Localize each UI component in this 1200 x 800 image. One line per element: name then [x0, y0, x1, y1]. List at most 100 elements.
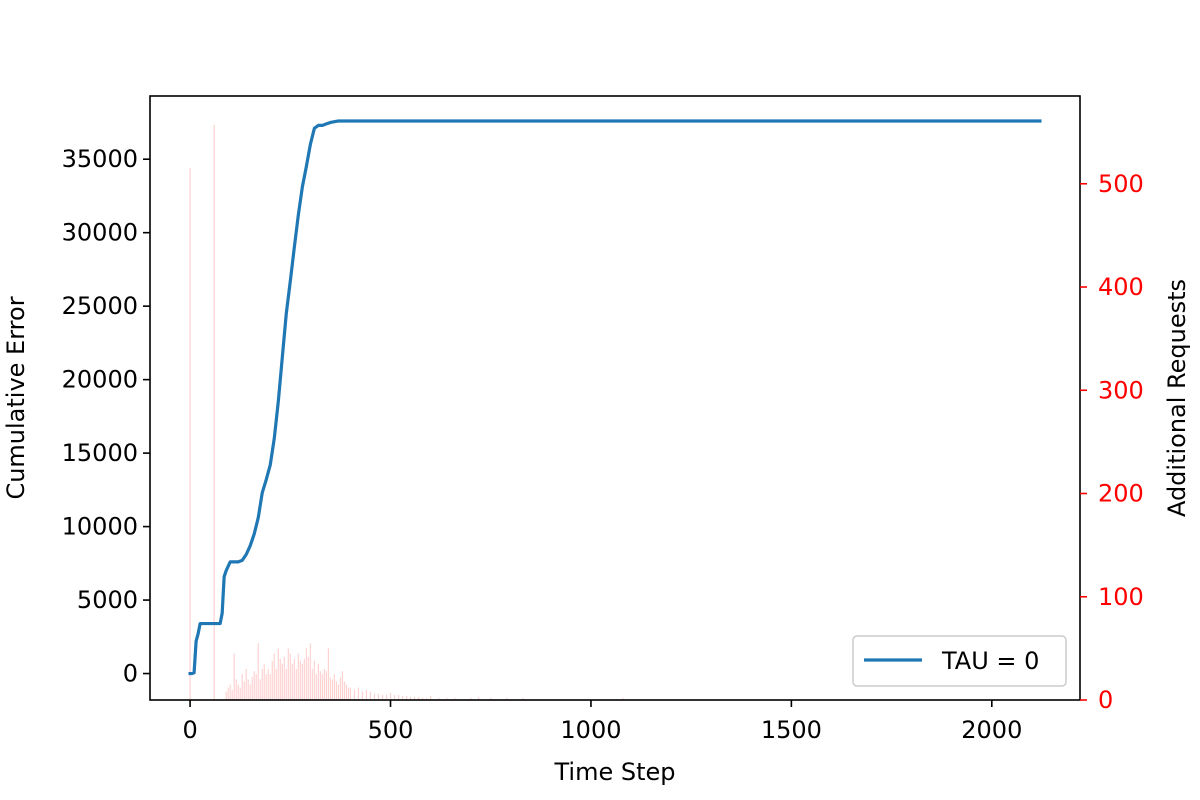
- bar-mark: [333, 674, 335, 700]
- y-tick-label: 15000: [62, 439, 138, 467]
- bar-mark: [229, 684, 231, 700]
- bar-mark: [345, 684, 348, 700]
- bar-mark: [335, 681, 338, 700]
- bar-mark: [293, 658, 295, 700]
- bar-mark: [259, 679, 261, 700]
- bar-mark: [353, 689, 356, 700]
- bar-mark: [237, 684, 239, 700]
- bar-mark: [389, 692, 392, 700]
- bar-mark: [243, 681, 245, 700]
- x-tick-label: 2000: [961, 716, 1022, 744]
- bar-mark: [299, 660, 301, 700]
- bar-mark: [251, 677, 253, 700]
- bar-mark: [323, 669, 325, 700]
- bar-mark: [349, 687, 352, 700]
- bar-mark: [267, 669, 269, 700]
- bar-mark: [307, 656, 309, 700]
- bar-mark: [327, 648, 329, 700]
- legend-label: TAU = 0: [941, 647, 1039, 675]
- bar-mark: [261, 669, 263, 700]
- bottom-axis: 0 500 1000 1500 2000: [182, 700, 1022, 744]
- bar-mark: [409, 696, 412, 700]
- x-tick-label: 0: [182, 716, 197, 744]
- bar-mark: [319, 671, 321, 700]
- bar-mark: [277, 648, 279, 700]
- right-axis: 0 100 200 300 400 500: [1080, 170, 1144, 714]
- y-tick-label: 0: [123, 660, 138, 688]
- x-axis-title: Time Step: [553, 758, 675, 786]
- y2-tick-label: 500: [1098, 170, 1144, 198]
- bar-mark: [275, 669, 277, 700]
- bar-mark: [301, 663, 303, 700]
- bar-mark: [315, 674, 317, 700]
- bar-mark: [287, 648, 289, 700]
- bar-mark: [279, 658, 281, 700]
- y2-tick-label: 100: [1098, 583, 1144, 611]
- bar-mark: [225, 691, 227, 700]
- bar-mark: [305, 648, 307, 700]
- bar-mark: [329, 677, 331, 700]
- bar-mark: [622, 697, 624, 700]
- y2-tick-label: 0: [1098, 686, 1113, 714]
- bar-mark: [385, 694, 388, 700]
- bar-mark: [311, 669, 313, 700]
- bars-layer: [189, 124, 624, 700]
- left-axis: 0 5000 10000 15000 20000 25000 30000 35000: [62, 145, 150, 688]
- bar-mark: [339, 677, 342, 700]
- legend: TAU = 0: [852, 635, 1067, 687]
- bar-mark: [425, 697, 428, 700]
- bar-mark: [249, 684, 251, 700]
- bar-mark: [337, 684, 340, 700]
- bar-mark: [397, 694, 400, 700]
- bar-mark: [373, 693, 376, 700]
- bar-mark: [490, 697, 492, 700]
- bar-mark: [321, 674, 323, 700]
- series-line-tau-0: [188, 119, 1042, 676]
- bar-mark: [478, 696, 480, 700]
- y-tick-label: 25000: [62, 292, 138, 320]
- bar-mark: [454, 697, 456, 700]
- bar-mark: [309, 643, 311, 700]
- bar-mark: [291, 663, 293, 700]
- x-tick-label: 1500: [761, 716, 822, 744]
- x-tick-label: 500: [368, 716, 414, 744]
- bar-mark: [239, 687, 241, 700]
- bar-mark: [313, 660, 315, 700]
- bar-mark: [245, 669, 247, 700]
- bar-mark: [357, 687, 360, 700]
- line-layer: [188, 119, 1042, 676]
- bar-mark: [522, 697, 524, 700]
- bar-mark: [369, 691, 372, 700]
- bar-mark: [289, 653, 291, 700]
- bar-mark: [283, 656, 285, 700]
- bar-mark: [421, 697, 424, 700]
- y-tick-label: 30000: [62, 219, 138, 247]
- bar-mark: [470, 697, 472, 700]
- plot-frame: [149, 95, 1081, 701]
- bar-mark: [255, 674, 257, 700]
- bar-mark: [285, 669, 287, 700]
- y-tick-label: 5000: [77, 586, 138, 614]
- bar-mark: [273, 653, 275, 700]
- bar-mark: [231, 689, 233, 700]
- bar-mark: [438, 697, 440, 700]
- bar-mark: [295, 669, 297, 700]
- y-tick-label: 20000: [62, 366, 138, 394]
- bar-mark: [189, 168, 191, 700]
- y-tick-label: 35000: [62, 145, 138, 173]
- y-tick-label: 10000: [62, 513, 138, 541]
- bar-mark: [365, 689, 368, 700]
- y2-tick-label: 300: [1098, 376, 1144, 404]
- bar-mark: [281, 663, 283, 700]
- bar-mark: [405, 695, 408, 700]
- bar-mark: [213, 124, 215, 700]
- bar-mark: [269, 674, 271, 700]
- bar-mark: [361, 691, 364, 700]
- bar-mark: [401, 695, 404, 700]
- bar-mark: [297, 653, 299, 700]
- y-axis-title: Cumulative Error: [2, 296, 30, 499]
- bar-mark: [377, 693, 380, 700]
- bar-mark: [227, 687, 229, 700]
- bar-mark: [247, 679, 249, 700]
